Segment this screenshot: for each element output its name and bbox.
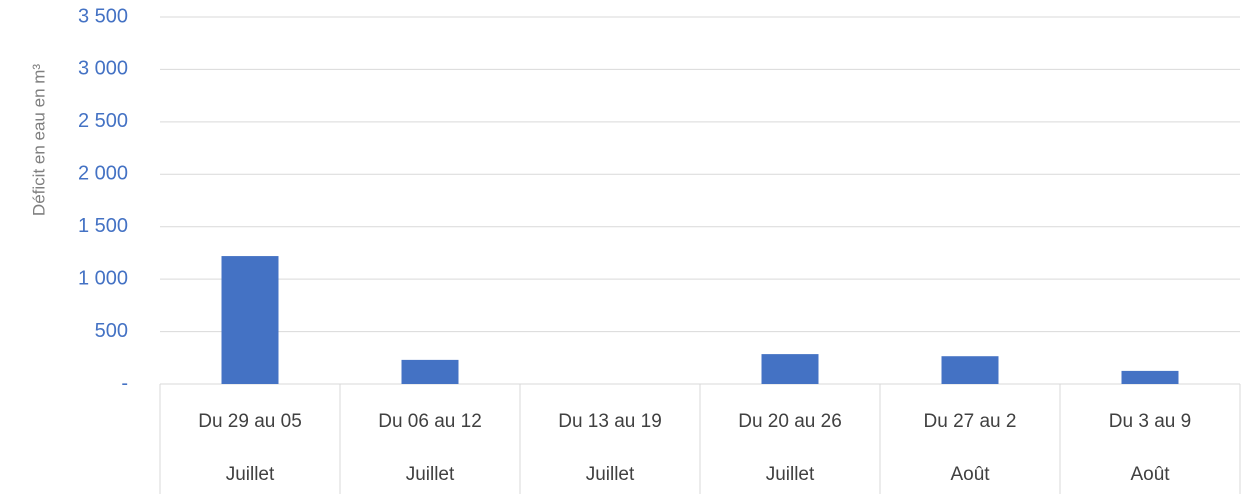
x-tick-label: Du 27 au 2	[924, 411, 1017, 432]
x-tick-label: Du 06 au 12	[378, 411, 482, 432]
bar	[1121, 370, 1179, 384]
y-tick-label: 3 000	[78, 58, 128, 80]
y-tick-label: 1 000	[78, 267, 128, 289]
y-tick-label: 3 500	[78, 5, 128, 27]
bar	[401, 359, 459, 384]
x-tick-label: Du 20 au 26	[738, 411, 842, 432]
bar	[761, 354, 819, 384]
bar	[941, 356, 999, 384]
y-tick-label: 2 000	[78, 163, 128, 185]
x-group-label: Juillet	[226, 464, 275, 485]
x-group-label: Juillet	[586, 464, 635, 485]
bar	[221, 256, 279, 384]
y-tick-label: 500	[95, 320, 128, 342]
x-tick-label: Du 13 au 19	[558, 411, 662, 432]
y-tick-label: 2 500	[78, 110, 128, 132]
y-tick-label: 1 500	[78, 215, 128, 237]
y-tick-label: -	[121, 372, 128, 394]
x-group-label: Juillet	[766, 464, 815, 485]
x-tick-label: Du 3 au 9	[1109, 411, 1191, 432]
x-group-label: Août	[1130, 464, 1170, 485]
x-group-label: Juillet	[406, 464, 455, 485]
y-axis-label: Déficit en eau en m³	[29, 64, 48, 216]
x-tick-label: Du 29 au 05	[198, 411, 302, 432]
x-group-label: Août	[950, 464, 990, 485]
